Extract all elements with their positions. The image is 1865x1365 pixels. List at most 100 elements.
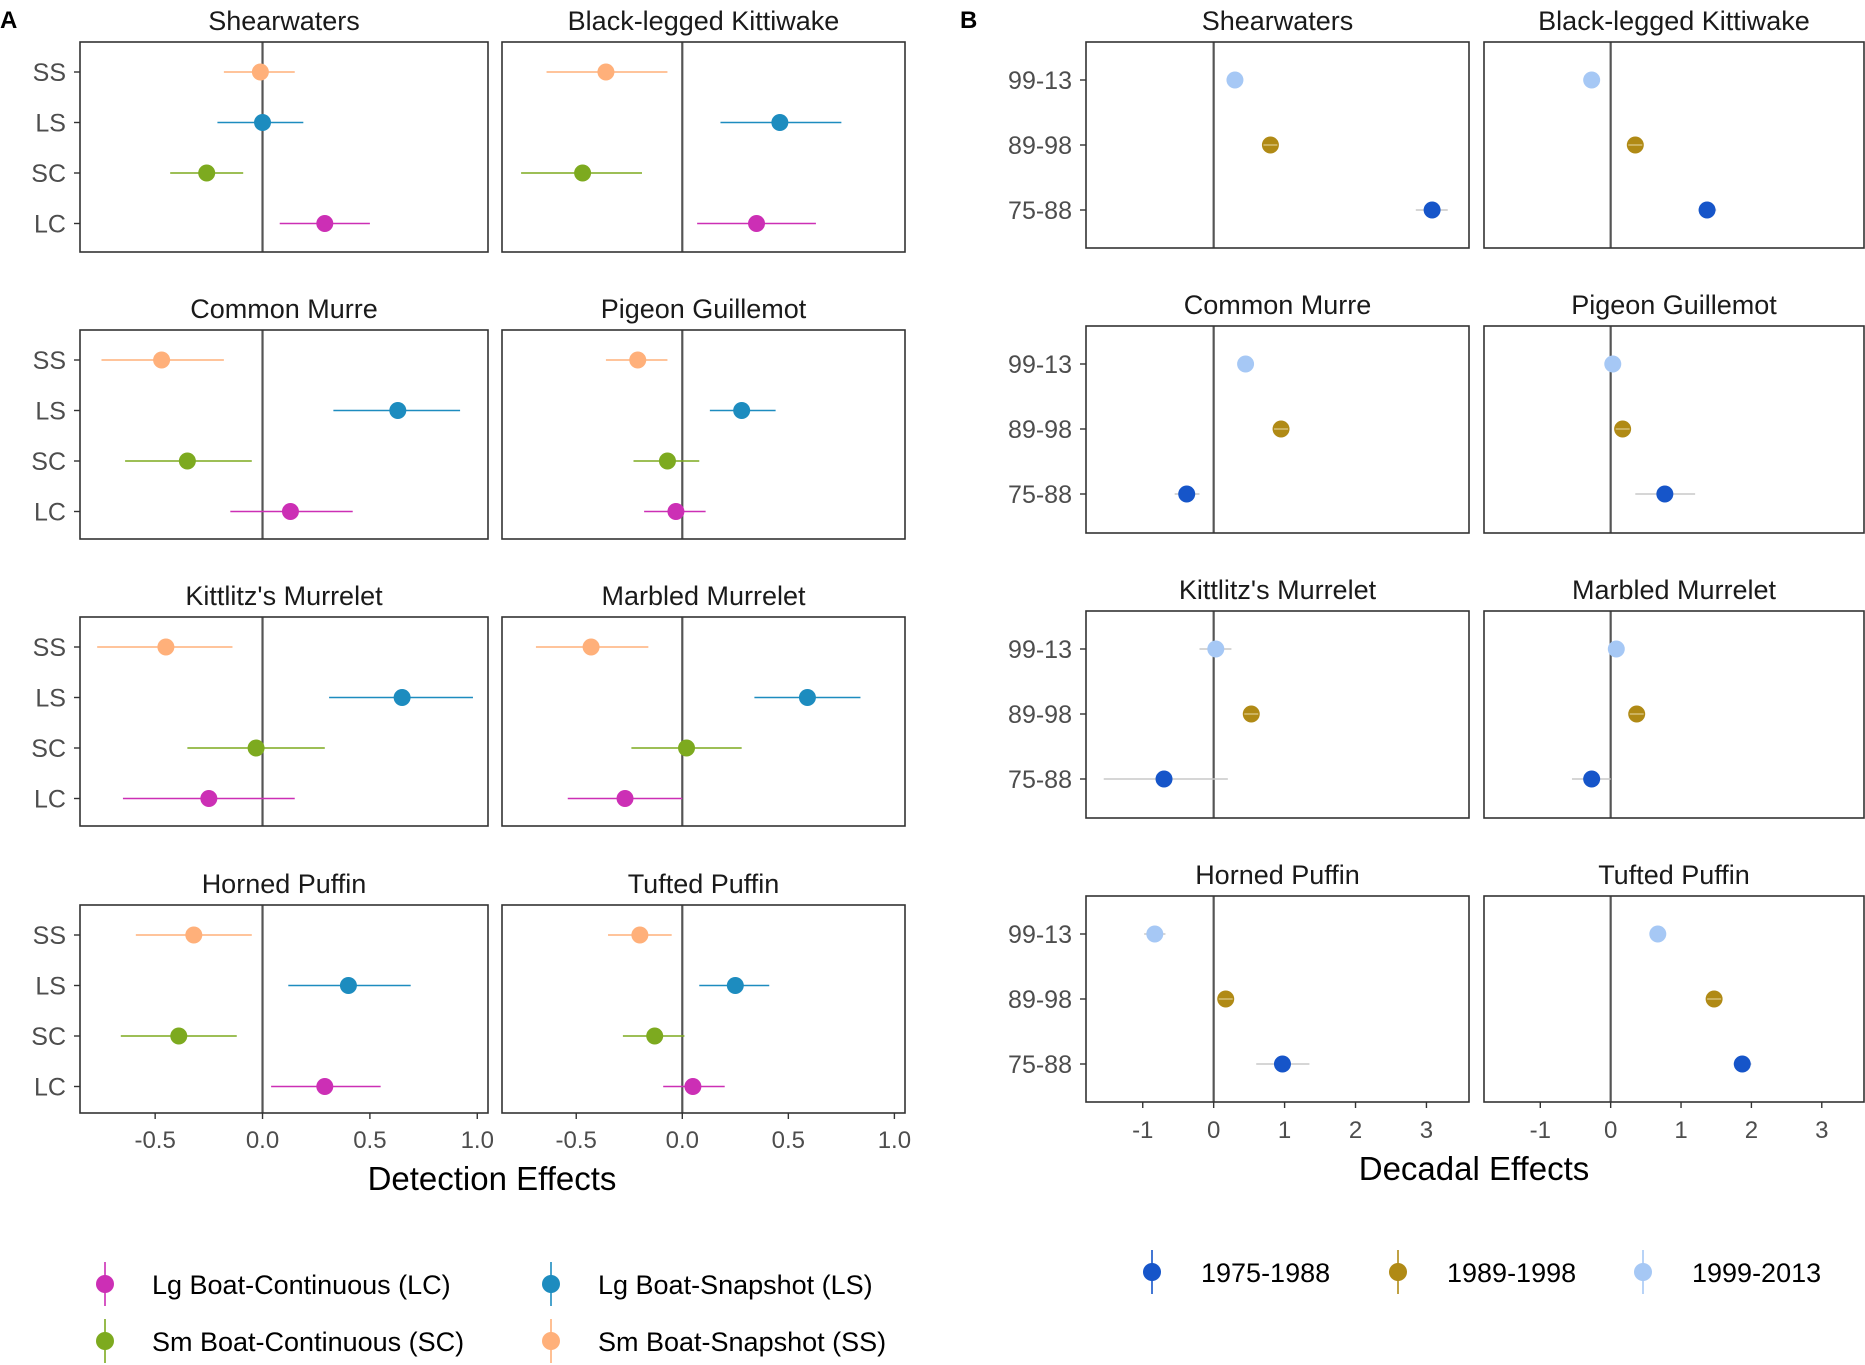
point-99-13 [1583, 71, 1601, 89]
facet-frame [79, 329, 489, 540]
point-ls [254, 114, 272, 131]
facet-kittlitz-s-murrelet: Kittlitz's Murrelet SS LS SC LC [31, 581, 489, 827]
y-tick-label: SS [33, 59, 66, 87]
point-75-88 [1423, 201, 1441, 219]
point-lc [667, 503, 685, 520]
x-tick-label: 2 [1349, 1117, 1362, 1144]
facet-title-common-murre: Common Murre [1184, 290, 1372, 320]
y-tick-label: SS [33, 922, 66, 950]
facet-frame [1483, 41, 1865, 249]
legend-label: 1989-1998 [1447, 1258, 1576, 1288]
y-tick-label: LC [34, 211, 66, 239]
facet-frame [1483, 895, 1865, 1103]
facet-horned-puffin: Horned Puffin 99-13 89-98 75-88 -1 0 1 2 3 [1008, 860, 1470, 1144]
facet-title-kittlitz-s-murrelet: Kittlitz's Murrelet [185, 581, 383, 611]
legend-key-dot [96, 1275, 114, 1293]
point-99-13 [1237, 355, 1255, 373]
facet-title-pigeon-guillemot: Pigeon Guillemot [1571, 290, 1777, 320]
y-tick-label: LS [35, 110, 66, 138]
y-tick-label: 89-98 [1008, 986, 1072, 1014]
point-99-13 [1649, 925, 1667, 943]
point-ss [153, 351, 171, 369]
point-lc [200, 790, 218, 807]
panel-a-letter: A [0, 7, 17, 34]
x-tick-label: 0.0 [246, 1127, 279, 1154]
point-99-13 [1607, 640, 1625, 658]
point-ss [631, 926, 649, 944]
panel-b-x-axis-title: Decadal Effects [1359, 1150, 1590, 1187]
point-lc [616, 790, 634, 807]
point-ls [771, 114, 789, 131]
facet-title-marbled-murrelet: Marbled Murrelet [601, 581, 806, 611]
point-75-88 [1733, 1055, 1751, 1073]
facet-tufted-puffin: Tufted Puffin -1 0 1 2 3 [1483, 860, 1865, 1144]
facet-title-kittlitz-s-murrelet: Kittlitz's Murrelet [1179, 575, 1377, 605]
legend-key-dot [1389, 1263, 1407, 1281]
legend-label: Lg Boat-Continuous (LC) [152, 1270, 451, 1300]
point-99-13 [1146, 925, 1164, 943]
y-tick-label: 99-13 [1008, 67, 1072, 95]
point-99-13 [1604, 355, 1622, 373]
legend-decades: 1975-1988 1989-1998 1999-2013 [1143, 1250, 1821, 1294]
y-tick-label: LS [35, 398, 66, 426]
legend-item-89-98: 1989-1998 [1389, 1250, 1576, 1294]
facet-shearwaters: Shearwaters 99-13 89-98 75-88 [1008, 6, 1470, 249]
facet-common-murre: Common Murre SS LS SC LC [31, 294, 489, 540]
point-99-13 [1226, 71, 1244, 89]
point-99-13 [1207, 640, 1225, 658]
point-ls [733, 402, 751, 419]
point-lc [684, 1078, 702, 1095]
point-ls [389, 402, 407, 419]
point-sc [170, 1027, 188, 1045]
legend-label: 1975-1988 [1201, 1258, 1330, 1288]
facet-title-shearwaters: Shearwaters [1202, 6, 1354, 36]
legend-item-ss: Sm Boat-Snapshot (SS) [542, 1319, 886, 1363]
y-tick-label: 89-98 [1008, 416, 1072, 444]
point-ls [393, 689, 411, 706]
facet-kittlitz-s-murrelet: Kittlitz's Murrelet 99-13 89-98 75-88 [1008, 575, 1470, 819]
x-tick-label: 3 [1815, 1117, 1828, 1144]
y-tick-label: SS [33, 634, 66, 662]
point-ss [582, 638, 600, 656]
y-tick-label: 99-13 [1008, 921, 1072, 949]
y-tick-label: 89-98 [1008, 132, 1072, 160]
facet-frame [501, 329, 906, 540]
facet-common-murre: Common Murre 99-13 89-98 75-88 [1008, 290, 1470, 534]
x-tick-label: 0 [1207, 1117, 1220, 1144]
legend-label: 1999-2013 [1692, 1258, 1821, 1288]
legend-label: Sm Boat-Snapshot (SS) [598, 1327, 886, 1357]
x-tick-label: 0.0 [666, 1127, 699, 1154]
point-ss [157, 638, 175, 656]
panel-a-detection-effects: Shearwaters SS LS SC LC Black-legged Kittiwak… [31, 6, 911, 1154]
facet-frame [1483, 325, 1865, 534]
facet-pigeon-guillemot: Pigeon Guillemot [1483, 290, 1865, 534]
legend-key-dot [96, 1332, 114, 1350]
y-tick-label: 75-88 [1008, 1051, 1072, 1079]
y-tick-label: 99-13 [1008, 636, 1072, 664]
facet-frame [1483, 610, 1865, 819]
x-tick-label: 2 [1745, 1117, 1758, 1144]
panel-b-letter: B [960, 7, 977, 34]
x-tick-label: 1.0 [878, 1127, 911, 1154]
panel-b-decadal-effects: Shearwaters 99-13 89-98 75-88 Black-legged K… [1008, 6, 1865, 1144]
point-75-88 [1273, 1055, 1291, 1073]
y-tick-label: SC [31, 1023, 66, 1051]
legend-detection-methods: Lg Boat-Continuous (LC) Lg Boat-Snapshot … [96, 1262, 886, 1363]
point-lc [316, 1078, 334, 1095]
point-sc [678, 739, 696, 757]
point-lc [316, 215, 334, 232]
point-sc [658, 452, 676, 470]
facet-title-common-murre: Common Murre [190, 294, 378, 324]
legend-key-dot [1143, 1263, 1161, 1281]
y-tick-label: LC [34, 1074, 66, 1102]
x-tick-label: 1 [1278, 1117, 1291, 1144]
facet-title-black-legged-kittiwake: Black-legged Kittiwake [568, 6, 840, 36]
y-tick-label: LC [34, 499, 66, 527]
facet-marbled-murrelet: Marbled Murrelet [1483, 575, 1865, 819]
facet-frame [1085, 895, 1470, 1103]
x-tick-label: -1 [1132, 1117, 1153, 1144]
legend-item-sc: Sm Boat-Continuous (SC) [96, 1319, 464, 1363]
x-tick-label: 1 [1674, 1117, 1687, 1144]
point-75-88 [1583, 770, 1601, 788]
point-ss [597, 63, 615, 81]
